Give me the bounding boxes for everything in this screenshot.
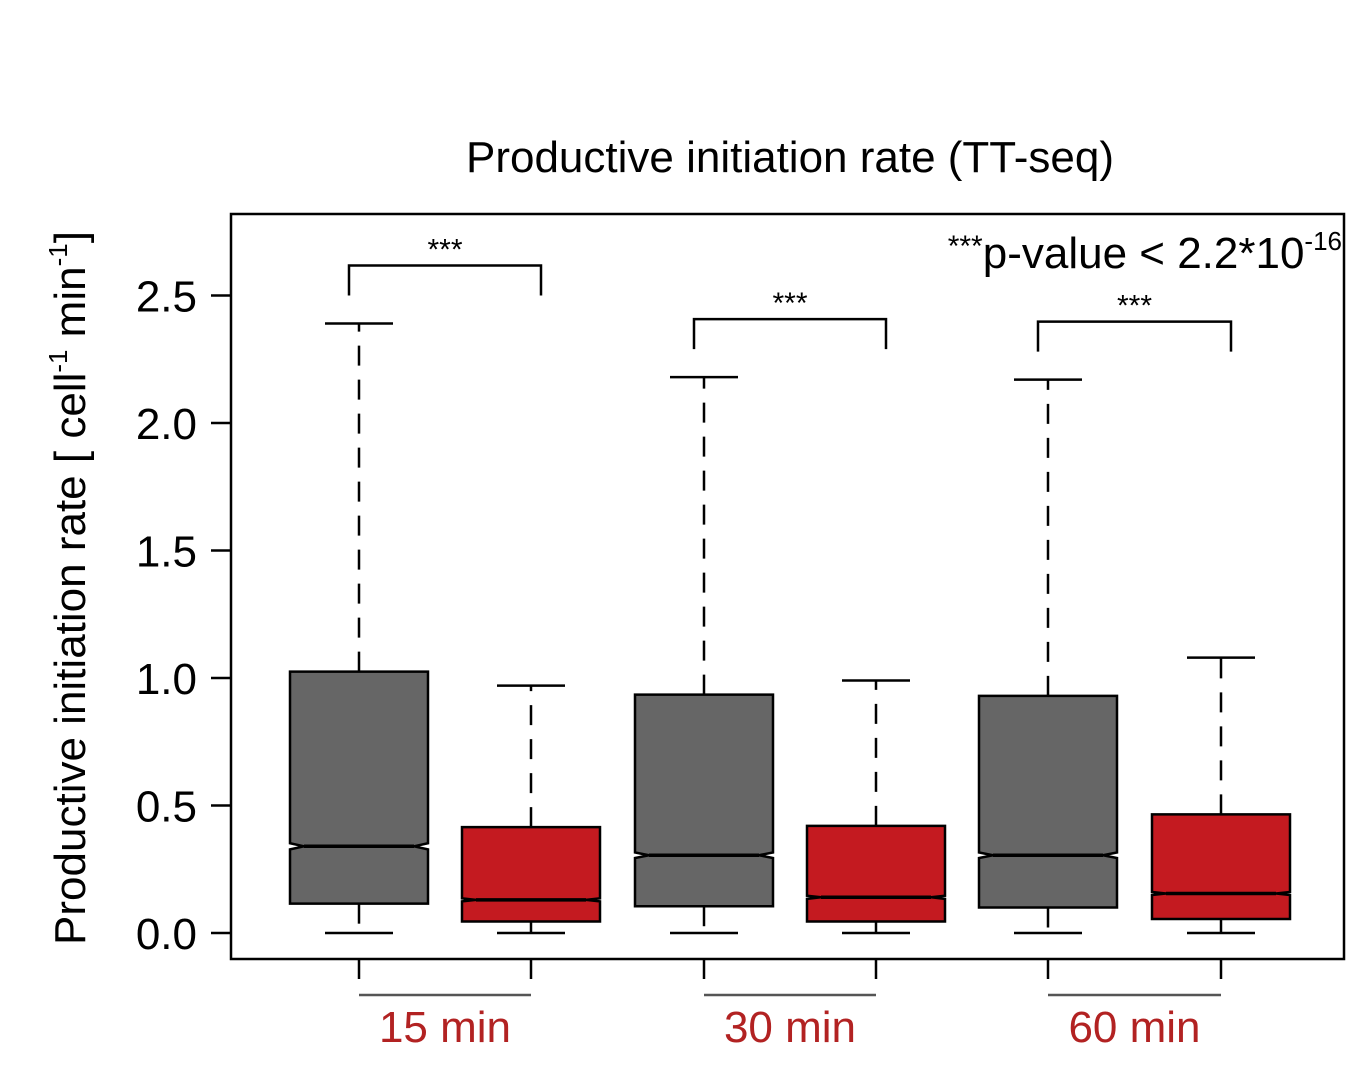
y-tick-label: 1.0: [136, 655, 197, 704]
pvalue-annotation: ***p-value < 2.2*10-16: [948, 226, 1342, 278]
y-tick-label: 0.0: [136, 910, 197, 959]
y-axis-label-end: ]: [46, 231, 95, 243]
y-axis-label: Productive initiation rate [ cell-1 min-…: [43, 231, 95, 945]
pvalue-exponent: -16: [1304, 226, 1342, 256]
y-axis-label-sup2: -1: [43, 243, 73, 266]
y-tick-label: 0.5: [136, 783, 197, 832]
box-control-60-min: [977, 378, 1119, 935]
y-axis-label-sup1: -1: [43, 350, 73, 373]
significance-bracket: [347, 264, 543, 296]
box-body: [460, 825, 602, 923]
significance-stars: ***: [427, 234, 462, 267]
significance-brackets: *** *** ***: [347, 234, 1233, 352]
pvalue-text: p-value < 2.2*10: [983, 229, 1305, 278]
chart-title: Productive initiation rate (TT-seq): [466, 133, 1114, 182]
pvalue-stars: ***: [948, 230, 983, 263]
box-body: [805, 824, 947, 923]
y-tick-label: 2.5: [136, 273, 197, 322]
y-axis: 0.0 0.5 1.0 1.5 2.0 2.5: [136, 273, 231, 959]
group-label: 60 min: [1068, 1003, 1200, 1052]
significance-stars: ***: [1117, 290, 1152, 323]
box-body: [288, 670, 430, 905]
box-body: [977, 694, 1119, 909]
y-tick-label: 2.0: [136, 400, 197, 449]
group-label: 30 min: [724, 1003, 856, 1052]
box-treated-30-min: [805, 679, 947, 935]
box-control-15-min: [288, 322, 430, 935]
box-treated-15-min: [460, 684, 602, 935]
x-axis-groups: 15 min 30 min 60 min: [357, 959, 1223, 1052]
y-axis-label-mid: min: [46, 266, 95, 349]
box-body: [633, 693, 775, 908]
box-treated-60-min: [1150, 656, 1292, 935]
y-axis-label-main: Productive initiation rate [ cell: [46, 373, 95, 945]
y-tick-label: 1.5: [136, 528, 197, 577]
group-label: 15 min: [379, 1003, 511, 1052]
plot-frame: [229, 212, 1346, 961]
significance-bracket: [1036, 320, 1233, 352]
significance-stars: ***: [772, 287, 807, 320]
significance-bracket: [692, 317, 888, 350]
box-control-30-min: [633, 375, 775, 935]
boxes: [288, 322, 1292, 935]
box-body: [1150, 813, 1292, 921]
